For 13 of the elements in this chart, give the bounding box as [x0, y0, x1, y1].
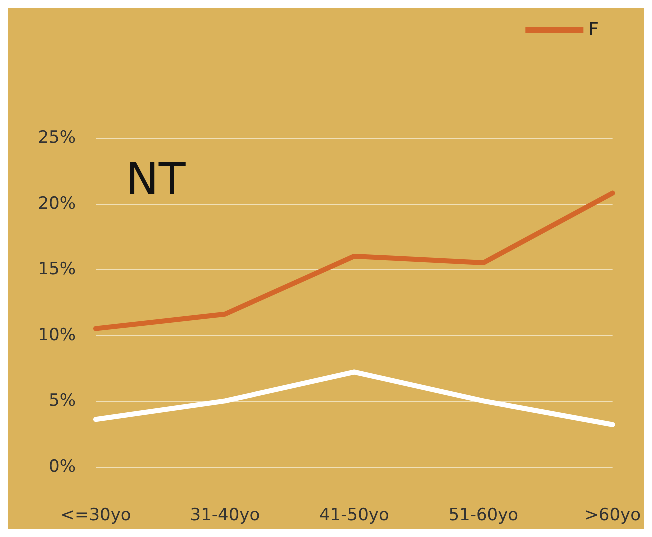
- annotation: NT: [126, 154, 186, 206]
- legend-label: F: [588, 20, 600, 40]
- x-tick-label: 41-50yo: [319, 506, 390, 526]
- y-tick-label: 10%: [38, 325, 76, 346]
- x-tick-label: 31-40yo: [190, 506, 260, 526]
- x-tick-label: >60yo: [584, 506, 642, 526]
- y-tick-label: 0%: [49, 457, 76, 477]
- y-tick-label: 5%: [49, 391, 76, 412]
- y-tick-label: 15%: [38, 260, 76, 280]
- y-tick-label: 20%: [38, 194, 76, 214]
- y-tick-label: 25%: [38, 128, 76, 148]
- x-tick-label: 51-60yo: [448, 506, 519, 526]
- x-tick-label: <=30yo: [60, 506, 132, 526]
